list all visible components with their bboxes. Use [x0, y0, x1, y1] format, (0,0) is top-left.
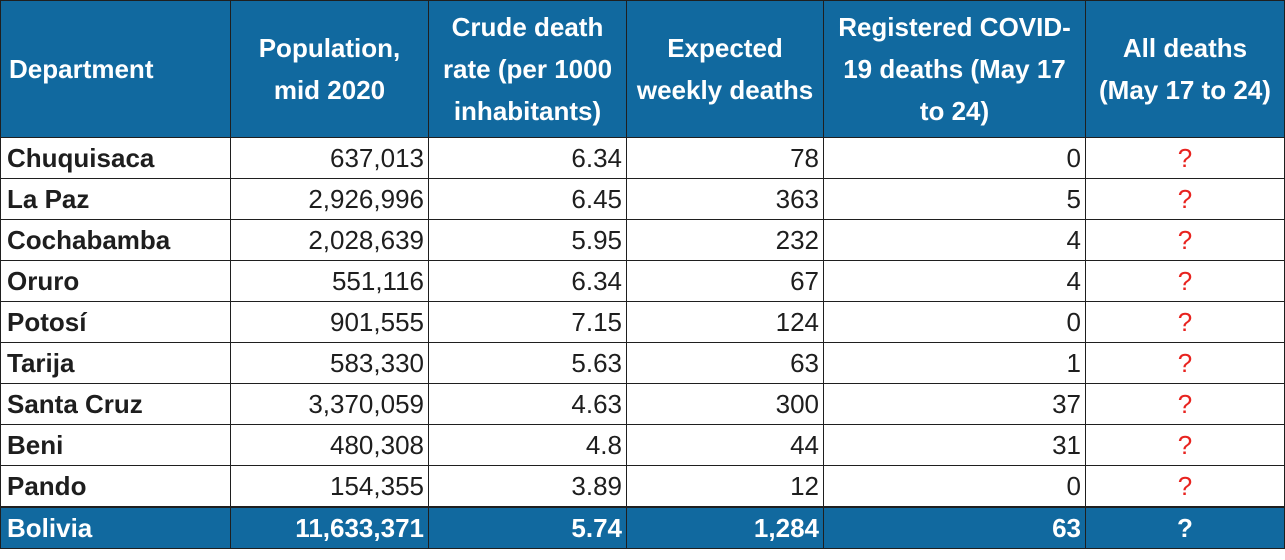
- cell-department: Santa Cruz: [0, 383, 231, 425]
- cell-crude-death-rate: 3.89: [428, 465, 627, 508]
- cell-covid-deaths: 4: [823, 260, 1086, 302]
- cell-population: 901,555: [230, 301, 429, 343]
- cell-population: 154,355: [230, 465, 429, 508]
- table-row: Oruro 551,116 6.34 67 4?: [0, 260, 1285, 302]
- cell-population: 2,028,639: [230, 219, 429, 261]
- table-row: Chuquisaca 637,013 6.34 78 0?: [0, 137, 1285, 179]
- cell-department: La Paz: [0, 178, 231, 220]
- cell-crude-death-rate: 7.15: [428, 301, 627, 343]
- cell-expected-deaths: 124: [626, 301, 824, 343]
- cell-all-deaths: ?: [1085, 178, 1285, 220]
- cell-department: Chuquisaca: [0, 137, 231, 179]
- cell-all-deaths: ?: [1085, 424, 1285, 466]
- table-body: Chuquisaca 637,013 6.34 78 0? La Paz 2,926,996…: [0, 137, 1285, 508]
- header-crude-death-rate: Crude death rate (per 1000 inhabitants): [428, 0, 627, 138]
- cell-expected-deaths: 12: [626, 465, 824, 508]
- table-row: Santa Cruz 3,370,059 4.63 300 37?: [0, 383, 1285, 425]
- cell-crude-death-rate: 6.34: [428, 260, 627, 302]
- cell-expected-deaths: 78: [626, 137, 824, 179]
- cell-all-deaths: ?: [1085, 301, 1285, 343]
- cell-expected-deaths: 300: [626, 383, 824, 425]
- table-header: Department Population, mid 2020 Crude de…: [0, 0, 1285, 138]
- table-row: Potosí 901,555 7.15 124 0?: [0, 301, 1285, 343]
- total-covid-deaths: 63: [823, 506, 1086, 549]
- header-registered-covid-deaths: Registered COVID-19 deaths (May 17 to 24…: [823, 0, 1086, 138]
- total-population: 11,633,371: [230, 506, 429, 549]
- cell-covid-deaths: 0: [823, 465, 1086, 508]
- cell-all-deaths: ?: [1085, 137, 1285, 179]
- cell-all-deaths: ?: [1085, 342, 1285, 384]
- cell-all-deaths: ?: [1085, 219, 1285, 261]
- cell-population: 480,308: [230, 424, 429, 466]
- header-row: Department Population, mid 2020 Crude de…: [0, 0, 1285, 138]
- cell-expected-deaths: 363: [626, 178, 824, 220]
- cell-all-deaths: ?: [1085, 383, 1285, 425]
- cell-expected-deaths: 44: [626, 424, 824, 466]
- cell-crude-death-rate: 6.45: [428, 178, 627, 220]
- cell-crude-death-rate: 4.8: [428, 424, 627, 466]
- cell-crude-death-rate: 6.34: [428, 137, 627, 179]
- table-footer: Bolivia 11,633,371 5.74 1,284 63 ?: [0, 506, 1285, 549]
- cell-expected-deaths: 67: [626, 260, 824, 302]
- cell-department: Potosí: [0, 301, 231, 343]
- cell-covid-deaths: 5: [823, 178, 1086, 220]
- header-all-deaths: All deaths (May 17 to 24): [1085, 0, 1285, 138]
- cell-crude-death-rate: 5.63: [428, 342, 627, 384]
- total-expected-deaths: 1,284: [626, 506, 824, 549]
- cell-crude-death-rate: 5.95: [428, 219, 627, 261]
- cell-all-deaths: ?: [1085, 260, 1285, 302]
- total-row: Bolivia 11,633,371 5.74 1,284 63 ?: [0, 506, 1285, 549]
- cell-covid-deaths: 1: [823, 342, 1086, 384]
- total-all-deaths: ?: [1085, 506, 1285, 549]
- cell-department: Oruro: [0, 260, 231, 302]
- table-row: Pando 154,355 3.89 12 0?: [0, 465, 1285, 508]
- table-row: Tarija 583,330 5.63 63 1?: [0, 342, 1285, 384]
- cell-department: Cochabamba: [0, 219, 231, 261]
- cell-expected-deaths: 63: [626, 342, 824, 384]
- header-population: Population, mid 2020: [230, 0, 429, 138]
- cell-department: Pando: [0, 465, 231, 508]
- cell-covid-deaths: 31: [823, 424, 1086, 466]
- total-crude-death-rate: 5.74: [428, 506, 627, 549]
- cell-covid-deaths: 0: [823, 137, 1086, 179]
- cell-covid-deaths: 0: [823, 301, 1086, 343]
- header-department: Department: [0, 0, 231, 138]
- table-row: Cochabamba 2,028,639 5.95 232 4?: [0, 219, 1285, 261]
- cell-crude-death-rate: 4.63: [428, 383, 627, 425]
- cell-population: 637,013: [230, 137, 429, 179]
- cell-population: 3,370,059: [230, 383, 429, 425]
- table-row: Beni 480,308 4.8 44 31?: [0, 424, 1285, 466]
- cell-department: Tarija: [0, 342, 231, 384]
- cell-expected-deaths: 232: [626, 219, 824, 261]
- table-row: La Paz 2,926,996 6.45 363 5?: [0, 178, 1285, 220]
- cell-population: 551,116: [230, 260, 429, 302]
- cell-covid-deaths: 37: [823, 383, 1086, 425]
- total-department: Bolivia: [0, 506, 231, 549]
- cell-department: Beni: [0, 424, 231, 466]
- cell-covid-deaths: 4: [823, 219, 1086, 261]
- cell-population: 2,926,996: [230, 178, 429, 220]
- cell-all-deaths: ?: [1085, 465, 1285, 508]
- header-expected-weekly-deaths: Expected weekly deaths: [626, 0, 824, 138]
- cell-population: 583,330: [230, 342, 429, 384]
